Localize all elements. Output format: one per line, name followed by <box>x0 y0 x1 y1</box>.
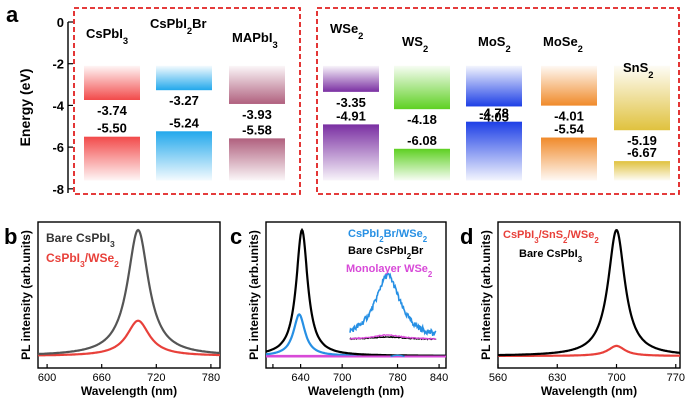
series-line <box>498 228 681 357</box>
cbm-label: -5.19 <box>627 133 657 148</box>
cbm-label: -3.27 <box>169 93 199 108</box>
inset-series-line <box>349 334 437 340</box>
conduction-band-bar <box>614 65 670 131</box>
legend-bare-cspbi2br: Bare CsPbI2Br <box>348 245 424 261</box>
x-tick-label: 700 <box>607 372 625 384</box>
vbm-label: -5.58 <box>242 122 272 137</box>
cbm-label: -3.93 <box>242 107 272 122</box>
vbm-label: -5.54 <box>554 122 584 137</box>
series-line <box>37 319 220 357</box>
panel-letter: c <box>230 224 242 249</box>
valence-band-bar <box>229 138 285 181</box>
valence-band-bar <box>614 161 670 181</box>
vbm-label: -4.91 <box>336 108 366 123</box>
x-tick-label: 720 <box>147 372 165 384</box>
x-tick-label: 840 <box>430 372 448 384</box>
x-axis-label: Wavelength (nm) <box>81 384 177 398</box>
plot-frame <box>497 221 681 369</box>
panel-d: 560 630 700 770 Wavelength (nm) PL intensity … <box>460 221 685 398</box>
conduction-band-bar <box>323 65 379 92</box>
conduction-band-bar <box>229 65 285 104</box>
legend-bare-cspbi3-d: Bare CsPbI3 <box>519 248 583 264</box>
conduction-band-bar <box>541 65 597 106</box>
x-tick-label: 780 <box>202 372 220 384</box>
y-tick-label-a: -6 <box>52 140 64 155</box>
x-tick-label: 630 <box>548 372 566 384</box>
y-tick-label-a: -4 <box>52 98 64 113</box>
legend-bare-cspbi3: Bare CsPbI3 <box>46 231 115 249</box>
x-tick-label: 780 <box>388 372 406 384</box>
x-tick-label: 600 <box>38 372 56 384</box>
panel-letter-a: a <box>6 2 19 27</box>
plot-frame <box>37 221 221 369</box>
cbm-label: -4.05 <box>479 109 509 124</box>
cbm-label: -4.18 <box>407 112 437 127</box>
vbm-label: -4.78 <box>479 106 509 121</box>
panel-a: a 0 -2 -4 -6 -8 Energy (eV) -3.74 -5.50 CsPbI3 -3.… <box>6 2 680 197</box>
material-name: WS2 <box>402 34 428 54</box>
valence-band-bar <box>84 136 140 181</box>
x-tick-label: 770 <box>667 372 685 384</box>
panel-b: 600 660 720 780 Wavelength (nm) PL intensity … <box>4 221 221 398</box>
conduction-band-bar <box>394 65 450 110</box>
legend-cspbi2br-wse2: CsPbI2Br/WSe2 <box>348 228 428 244</box>
material-name: MoSe2 <box>543 34 583 54</box>
series-line <box>265 313 446 357</box>
material-name: MAPbI3 <box>232 30 278 50</box>
valence-band-bar <box>323 124 379 181</box>
conduction-band-bar <box>84 65 140 100</box>
cbm-label: -3.74 <box>97 103 127 118</box>
legend-cspbi3-sns2-wse2: CsPbI3/SnS2/WSe2 <box>503 229 599 245</box>
conduction-band-bar <box>156 65 212 91</box>
panel-c: 640 700 780 840 Wavelength (nm) PL intensity … <box>230 221 448 398</box>
material-name: SnS2 <box>623 60 654 80</box>
material-name: WSe2 <box>330 21 363 41</box>
panel-letter: d <box>460 224 473 249</box>
y-tick-label-a: 0 <box>57 15 64 30</box>
conduction-band-bar <box>466 65 522 107</box>
legend-monolayer-wse2: Monolayer WSe2 <box>346 263 433 279</box>
tmd-group-box <box>316 7 680 195</box>
x-tick-label: 700 <box>333 372 351 384</box>
series-line <box>498 344 680 357</box>
y-axis-label: PL intensity (arb.units) <box>19 230 33 360</box>
series-line <box>38 228 220 356</box>
cbm-label: -4.01 <box>554 109 584 124</box>
x-axis-label: Wavelength (nm) <box>308 384 404 398</box>
y-axis-label: PL intensity (arb.units) <box>247 230 261 360</box>
main-wse2-bump <box>390 354 405 358</box>
legend-cspbi3-wse2: CsPbI3/WSe2 <box>46 251 119 269</box>
material-name: CsPbI2Br <box>150 16 207 36</box>
vbm-label: -6.67 <box>627 145 657 160</box>
y-axis-label-a: Energy (eV) <box>17 69 33 147</box>
vbm-label: -6.08 <box>407 133 437 148</box>
perovskite-group-box <box>73 7 301 195</box>
y-tick-label-a: -2 <box>52 57 64 72</box>
y-tick-label-a: -8 <box>52 182 64 197</box>
x-axis-label: Wavelength (nm) <box>541 384 637 398</box>
panel-letter: b <box>4 224 17 249</box>
vbm-label: -5.24 <box>169 115 199 130</box>
inset-series-line <box>349 272 437 337</box>
x-tick-label: 560 <box>489 372 507 384</box>
valence-band-bar <box>541 137 597 181</box>
y-axis-label: PL intensity (arb.units) <box>479 230 493 360</box>
vbm-label: -5.50 <box>97 121 127 136</box>
cbm-label: -3.35 <box>336 95 366 110</box>
valence-band-bar <box>394 148 450 181</box>
valence-band-bar <box>466 121 522 181</box>
plot-frame <box>265 221 447 369</box>
x-tick-label: 660 <box>93 372 111 384</box>
x-tick-label: 640 <box>291 372 309 384</box>
material-name: MoS2 <box>478 34 511 54</box>
material-name: CsPbI3 <box>86 26 128 46</box>
valence-band-bar <box>156 131 212 181</box>
